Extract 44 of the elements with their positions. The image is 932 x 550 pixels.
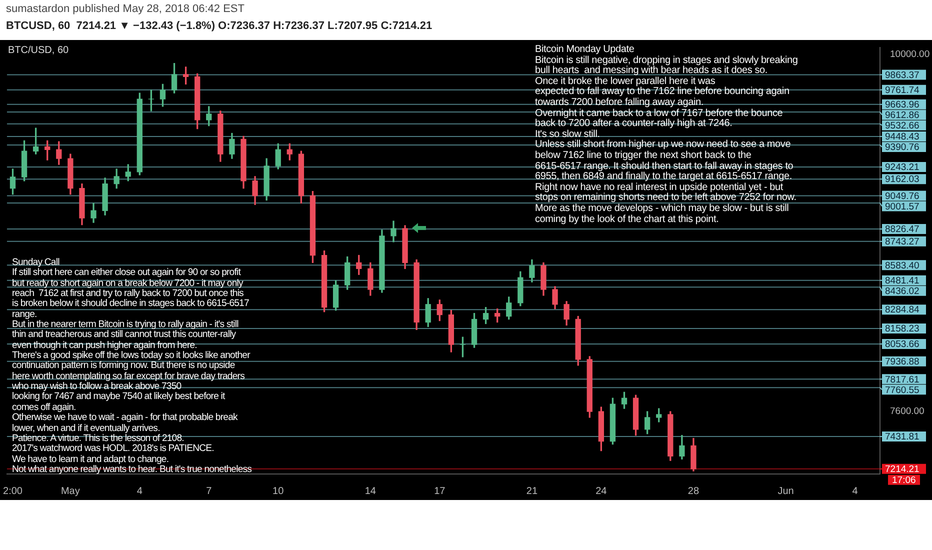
ref-line-label: 9612.86 (885, 110, 920, 122)
x-tick-label: 21 (526, 486, 538, 497)
ref-line-label: 7214.21 (885, 464, 920, 476)
ref-line-label: 7760.55 (885, 384, 920, 396)
x-tick-label: 17 (434, 486, 446, 497)
x-tick-label: Jun (778, 486, 794, 497)
ref-line-label: 9390.76 (885, 142, 920, 154)
ref-line-label: 7817.61 (885, 374, 920, 386)
ref-line-label: 9162.03 (885, 174, 920, 186)
chart-title: BTC/USD, 60 (8, 45, 69, 56)
x-tick-label: 4 (852, 486, 858, 497)
x-tick-label: 24 (596, 486, 608, 497)
ref-line-label: 9863.37 (885, 70, 920, 81)
x-tick-label: May (60, 486, 80, 497)
text: 17:06 (892, 475, 916, 486)
ref-line-label: 8158.23 (885, 324, 920, 335)
text: Bitcoin Monday Update Bitcoin is still negative, dropping in stages and slowly breaking bull hearts and messing with bear heads as it does so. Once it broke the lower parallel here it was expected to fall away to the 7162 line before bouncing again towards 7200 before falling away again. Overnight it came back to a low of 7167 before the bounce back to 7200 after a counter-rally high at 7246. It's so slow still. Unless still short from higher up we now need to see a move below 7162 line to trigger the next short back to the 6615-6517 range. It should then start to fall away in stages to 6955, then 6849 and finally to the target at 6615-6517 range. Right now have no real interest in upside potential yet - but stops on remaining shorts need to be left above 7252 for now. More as the move develops - which may be slow - but is still coming by the look of the chart at this point. (535, 44, 798, 224)
x-tick-label: 10 (272, 486, 284, 497)
x-tick-label: 28 (688, 486, 700, 497)
ref-line-label: 7936.88 (885, 356, 920, 368)
ref-line-label: 9243.21 (885, 162, 920, 174)
ref-line-label: 9001.57 (885, 201, 920, 212)
y-tick-label: 7600.00 (890, 406, 924, 418)
text: BTCUSD, 60 7214.21 ▼ −132.43 (−1.8%) O:7236.37 H:7236.37 L:7207.95 C:7214.21 (6, 20, 432, 32)
x-tick-label: 4 (136, 486, 143, 497)
ref-line-label: 9448.43 (885, 132, 920, 143)
x-tick-label: 2:00 (3, 486, 23, 497)
text: sumastardon published May 28, 2018 06:42 EST (6, 3, 244, 15)
ref-line-label: 8583.40 (885, 260, 920, 272)
ref-line-label: 9761.74 (885, 84, 920, 96)
ref-line-label: 9532.66 (885, 120, 920, 132)
ref-line-label: 7431.81 (885, 432, 920, 443)
text: Sunday Call If still short here can either close out again for 90 or so profit but ready to short again on a break below 7200 - it may only reach 7162 at first and try to rally back to 7200 but once this is broken below it should decline in stages back to 6615-6517 range. But in the nearer term Bitcoin is trying to rally again - it's still thin and treacherous and still cannot trust this counter-rally even though it can push higher again from here. There's a good spike off the lows today so it looks like another continuation pattern is forming now. But there is no upside here worth contemplating so far except for brave day traders who may wish to follow a break above 7350 looking for 7467 and maybe 7540 at likely best before it comes off again. Otherwise we have to wait - again - for that probable break lower, when and if it eventually arrives. Patience. A virtue. This is the lesson of 2108. 2017's watchword was HODL. 2018's is PATIENCE. We have to learn it and adapt to change. Not what anyone really wants to hear. But it's true nonetheless (12, 257, 252, 475)
ref-line-label: 8743.27 (885, 236, 920, 248)
x-tick-label: 7 (206, 486, 212, 497)
ref-line-label: 8053.66 (885, 339, 920, 350)
y-tick-label: 10000.00 (890, 49, 930, 60)
ref-line-label: 9049.76 (885, 190, 920, 202)
x-tick-label: 14 (364, 486, 376, 497)
ref-line-label: 8481.41 (885, 275, 920, 286)
ref-line-label: 8284.84 (885, 304, 920, 316)
ref-line-label: 8826.47 (885, 224, 920, 236)
ref-line-label: 9663.96 (885, 100, 920, 111)
ref-line-label: 8436.02 (885, 286, 920, 297)
